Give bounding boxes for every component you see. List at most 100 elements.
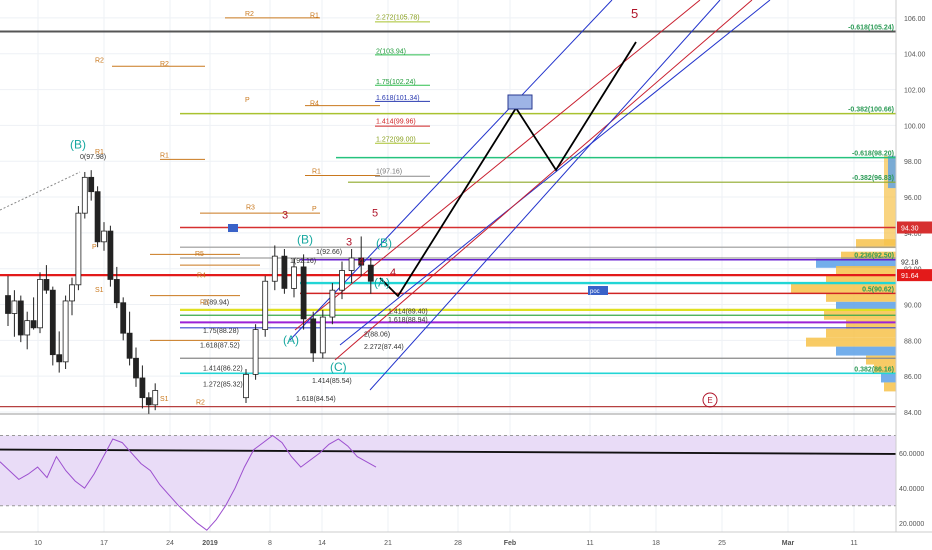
candle-body [88,176,95,193]
pivot-label: R1 [95,149,104,156]
pivot-label: R1 [312,169,321,176]
time-tick-label: Mar [782,540,795,547]
fib-right-label: -0.382(96.83) [852,175,894,182]
volume-bar [826,274,896,284]
poc-label: poc [590,289,600,295]
fib-label: 1.618(101.34) [376,95,420,102]
time-tick-label: 24 [166,540,174,547]
pivot-label: R1 [310,13,319,20]
fib-mid-label: 1.414(89.40) [388,308,428,315]
time-tick-label: 17 [100,540,108,547]
time-tick-label: Feb [504,540,516,547]
price-tick-label: 90.00 [904,303,922,310]
candle-body [17,300,24,336]
channel-line [294,0,701,331]
candle-body [271,255,278,282]
candle-body [126,332,133,359]
candle-body [139,377,146,399]
volume-bar [791,283,896,293]
volume-bar [806,337,896,347]
rsi-panel [0,413,897,507]
fib-mid-label: 0(97.98) [80,154,106,161]
pivot-label: R2 [196,400,205,407]
wave-circle-marker [702,392,718,408]
rsi-trend-line [0,448,897,455]
time-tick-label: 8 [268,540,272,547]
rsi-tick-label: 20.0000 [899,521,924,528]
price-tick-label: 88.00 [904,338,922,345]
volume-bar [884,382,896,392]
volume-bar [881,373,896,383]
candle-body [62,300,69,363]
volume-bar [836,301,896,311]
fib-right-label: -0.618(98.20) [852,151,894,158]
channel-line [334,0,753,361]
rsi-tick-label: 60.0000 [899,451,924,458]
fib-label: 1.75(102.24) [376,79,416,86]
rsi-line [0,434,377,531]
fib-mid-label: 1.618(87.52) [200,342,240,349]
candle-body [11,300,18,314]
fib-mid-label: 1.272(85.32) [203,382,243,389]
fib-mid-label: 2(89.94) [203,299,229,306]
current-price-tag [897,269,932,282]
fib-mid-label: 1(92.16) [290,258,316,265]
rsi-tick-label: 40.0000 [899,486,924,493]
candle-body [145,397,152,406]
wave-circle-label: E [707,396,712,405]
candle-body [262,280,269,330]
volume-bar [874,364,896,374]
time-tick-label: 28 [454,540,462,547]
pivot-label: P [92,244,97,251]
volume-bar [826,328,896,338]
candle-body [69,284,75,302]
dashed-trend-line [0,171,81,211]
wave-label-red: 5 [372,208,378,220]
volume-bar [866,355,896,365]
fib-right-label: -0.382(100.66) [848,107,894,114]
time-tick-label: 18 [652,540,660,547]
candle-body [56,354,63,363]
candle-body [300,266,307,320]
candle-body [120,302,127,334]
poc-marker [588,286,608,295]
candle-body [252,329,259,375]
time-axis[interactable]: 10 17 24 2019 8 14 21 28 Feb 11 18 25 Mar 11 [0,531,932,547]
pitchfork-channel [0,0,771,391]
fib-label: 2.272(105.78) [376,14,420,21]
volume-bar [816,258,896,268]
candle-body [101,230,107,243]
price-tick-label: 106.00 [904,16,926,23]
pivot-label: R2 [245,11,254,18]
fib-mid-label: 2(88.06) [364,332,390,339]
pivot-label: P [312,206,317,213]
fib-label: 2(103.94) [376,49,406,56]
volume-bar [826,292,896,302]
candle-body [152,390,159,406]
price-tag-label: 94.30 [901,225,919,232]
pivot-label: R5 [195,251,204,258]
fib-right-label: 0.5(90.62) [862,286,894,293]
wave-label-red: 3 [282,210,288,222]
volume-bar [856,239,896,249]
time-tick-label: 10 [34,540,42,547]
pivot-label: R4 [310,100,319,107]
price-tick-label: 104.00 [904,52,926,59]
fib-mid-label: 1.75(88.28) [203,328,239,335]
rsi-series [0,434,377,531]
price-tick-label: 94.00 [904,231,922,238]
candle-body [358,257,365,266]
fib-mid-label: 1.414(85.54) [312,378,352,385]
current-price-label: 91.64 [901,273,919,280]
time-tick-label: 2019 [202,540,218,547]
volume-bar [841,251,896,261]
pivot-label: R2 [95,57,104,64]
candle-body [310,318,317,354]
time-tick-label: 21 [384,540,392,547]
price-axis[interactable]: 106.00104.00102.00100.0098.0096.0094.009… [895,0,932,550]
annotation-labels: 2.272(105.78) 2(103.94) 1.75(102.24) 1.618(… [70,6,894,408]
candle-body [81,176,88,214]
fib-mid-label: 1.414(86.22) [203,366,243,373]
fib-right-label: 0.382(86.16) [854,366,894,373]
